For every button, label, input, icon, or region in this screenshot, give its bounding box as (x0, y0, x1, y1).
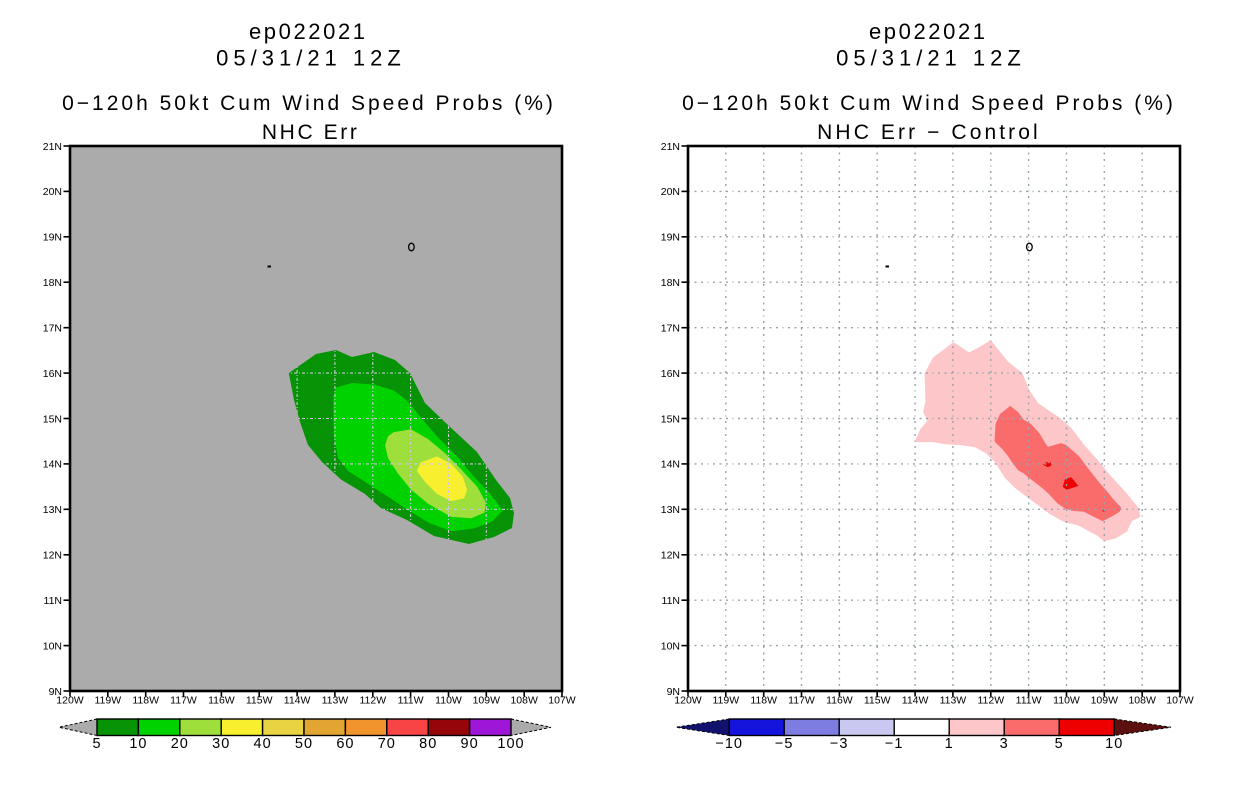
svg-text:11N: 11N (44, 595, 62, 607)
svg-text:50: 50 (295, 736, 313, 752)
svg-text:18N: 18N (661, 277, 680, 289)
svg-text:10: 10 (1105, 736, 1123, 752)
svg-text:112W: 112W (359, 695, 386, 707)
svg-text:10: 10 (129, 736, 147, 752)
svg-text:14N: 14N (661, 459, 680, 471)
svg-text:21N: 21N (43, 141, 62, 153)
svg-text:05/31/21 12Z: 05/31/21 12Z (216, 46, 406, 71)
svg-text:119W: 119W (94, 695, 121, 707)
svg-text:115W: 115W (864, 695, 891, 707)
svg-text:14N: 14N (43, 459, 62, 471)
svg-text:111W: 111W (398, 695, 424, 707)
svg-text:116W: 116W (826, 695, 853, 707)
svg-text:113W: 113W (322, 695, 349, 707)
svg-text:0−120h 50kt Cum Wind Speed Pro: 0−120h 50kt Cum Wind Speed Probs (%) (682, 92, 1176, 115)
svg-text:119W: 119W (712, 695, 739, 707)
svg-text:110W: 110W (435, 695, 462, 707)
svg-text:19N: 19N (661, 232, 680, 244)
svg-text:108W: 108W (510, 695, 538, 707)
svg-text:−5: −5 (775, 736, 794, 752)
svg-text:80: 80 (419, 736, 437, 752)
svg-text:15N: 15N (43, 413, 62, 425)
svg-text:16N: 16N (43, 368, 62, 380)
svg-text:114W: 114W (284, 695, 311, 707)
svg-text:100: 100 (497, 736, 524, 752)
svg-text:9N: 9N (49, 686, 62, 698)
svg-text:60: 60 (336, 736, 354, 752)
svg-text:13N: 13N (43, 504, 62, 516)
svg-text:1: 1 (945, 736, 954, 752)
svg-text:112W: 112W (977, 695, 1004, 707)
svg-text:116W: 116W (208, 695, 235, 707)
svg-text:16N: 16N (661, 368, 680, 380)
svg-text:5: 5 (1055, 736, 1064, 752)
svg-text:40: 40 (254, 736, 272, 752)
svg-text:NHC Err: NHC Err (262, 121, 360, 144)
svg-text:−3: −3 (830, 736, 849, 752)
svg-text:115W: 115W (246, 695, 273, 707)
svg-text:−10: −10 (715, 736, 743, 752)
svg-text:120W: 120W (674, 695, 702, 707)
svg-text:10N: 10N (43, 640, 62, 652)
svg-text:20: 20 (171, 736, 189, 752)
svg-text:109W: 109W (473, 695, 501, 707)
svg-text:90: 90 (461, 736, 479, 752)
svg-text:109W: 109W (1091, 695, 1119, 707)
svg-text:−1: −1 (885, 736, 904, 752)
svg-text:113W: 113W (940, 695, 967, 707)
svg-text:12N: 12N (43, 550, 62, 562)
svg-text:107W: 107W (548, 695, 576, 707)
svg-text:13N: 13N (661, 504, 680, 516)
svg-text:117W: 117W (170, 695, 197, 707)
svg-text:9N: 9N (667, 686, 680, 698)
svg-text:ep022021: ep022021 (869, 19, 988, 44)
svg-text:70: 70 (378, 736, 396, 752)
svg-text:20N: 20N (43, 186, 62, 198)
svg-text:19N: 19N (43, 232, 62, 244)
svg-text:21N: 21N (661, 141, 680, 153)
svg-text:10N: 10N (661, 640, 680, 652)
svg-text:117W: 117W (788, 695, 815, 707)
svg-text:118W: 118W (750, 695, 777, 707)
svg-text:12N: 12N (661, 550, 680, 562)
svg-text:110W: 110W (1053, 695, 1080, 707)
svg-text:3: 3 (1000, 736, 1009, 752)
svg-text:18N: 18N (43, 277, 62, 289)
svg-text:118W: 118W (132, 695, 159, 707)
svg-text:114W: 114W (902, 695, 929, 707)
svg-text:15N: 15N (661, 413, 680, 425)
svg-text:108W: 108W (1128, 695, 1156, 707)
svg-text:111W: 111W (1016, 695, 1042, 707)
svg-text:0−120h 50kt Cum Wind Speed Pro: 0−120h 50kt Cum Wind Speed Probs (%) (62, 92, 556, 115)
svg-text:17N: 17N (661, 323, 680, 335)
svg-text:05/31/21 12Z: 05/31/21 12Z (836, 46, 1026, 71)
svg-text:17N: 17N (43, 323, 62, 335)
svg-text:NHC Err − Control: NHC Err − Control (817, 121, 1041, 144)
svg-text:30: 30 (212, 736, 230, 752)
svg-text:20N: 20N (661, 186, 680, 198)
svg-text:11N: 11N (662, 595, 680, 607)
svg-text:5: 5 (92, 736, 101, 752)
svg-text:120W: 120W (56, 695, 84, 707)
svg-text:ep022021: ep022021 (249, 19, 368, 44)
svg-text:107W: 107W (1166, 695, 1194, 707)
